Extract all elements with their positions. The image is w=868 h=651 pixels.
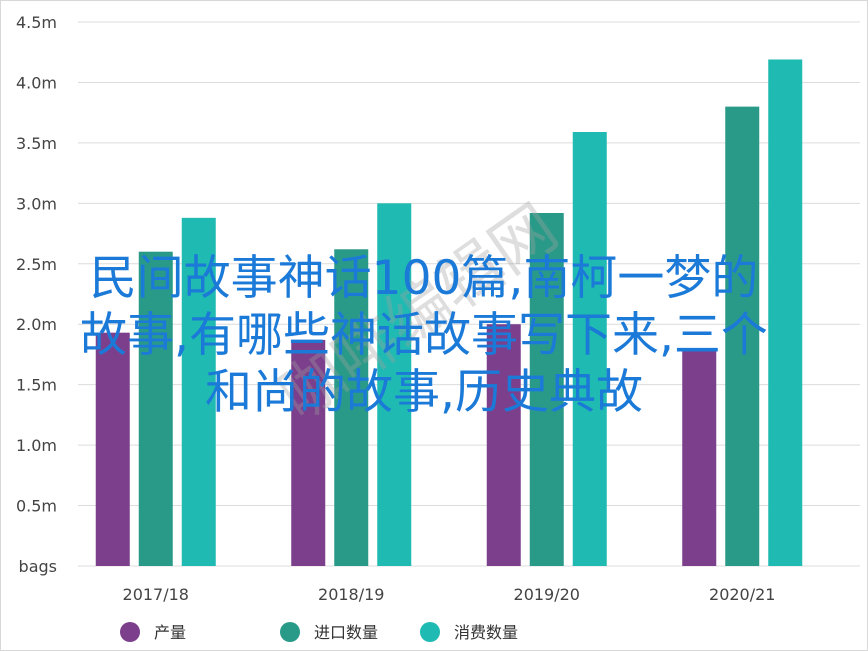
legend-label: 消费数量 (454, 623, 518, 642)
y-tick-label: 3.0m (16, 194, 57, 213)
x-tick-labels: 2017/18 2018/19 2019/20 2020/21 (123, 585, 776, 604)
legend-swatch (420, 622, 440, 642)
x-tick-label: 2020/21 (709, 585, 775, 604)
bar (334, 249, 369, 566)
y-tick-label: 0.5m (16, 497, 57, 516)
y-tick-label: 3.5m (16, 134, 57, 153)
bar (377, 203, 412, 567)
bar (768, 59, 803, 566)
y-tick-label: bags (19, 557, 57, 576)
y-tick-label: 1.0m (16, 436, 57, 455)
legend-swatch (120, 622, 140, 642)
bar (138, 251, 173, 566)
x-tick-label: 2019/20 (514, 585, 580, 604)
bar (291, 339, 326, 566)
bar (529, 213, 564, 566)
overlay-title-line-1: 民间故事神话100篇,南柯一梦的 (89, 251, 759, 306)
x-tick-label: 2018/19 (318, 585, 384, 604)
y-tick-label: 2.5m (16, 255, 57, 274)
legend: 产量 进口数量 消费数量 (120, 622, 518, 642)
bar (486, 324, 521, 566)
overlay-title-line-2: 故事,有哪些神话故事写下来,三个 (80, 308, 768, 363)
overlay-title: 民间故事神话100篇,南柯一梦的 故事,有哪些神话故事写下来,三个 和尚的故事,… (24, 250, 824, 421)
x-tick-label: 2017/18 (123, 585, 189, 604)
legend-swatch (280, 622, 300, 642)
bar (95, 332, 130, 566)
y-tick-label: 2.0m (16, 315, 57, 334)
y-tick-labels: bags 0.5m 1.0m 1.5m 2.0m 2.5m 3.0m 3.5m 4.0m 4.5m (16, 13, 57, 576)
overlay-title-line-3: 和尚的故事,历史典故 (205, 365, 643, 420)
bar (572, 132, 607, 566)
bars (95, 59, 803, 567)
bar (682, 348, 717, 566)
y-tick-label: 1.5m (16, 376, 57, 395)
y-tick-label: 4.5m (16, 13, 57, 32)
y-tick-label: 4.0m (16, 73, 57, 92)
bar (725, 106, 760, 566)
legend-label: 进口数量 (314, 623, 378, 642)
bar (181, 217, 216, 566)
legend-label: 产量 (154, 623, 186, 642)
